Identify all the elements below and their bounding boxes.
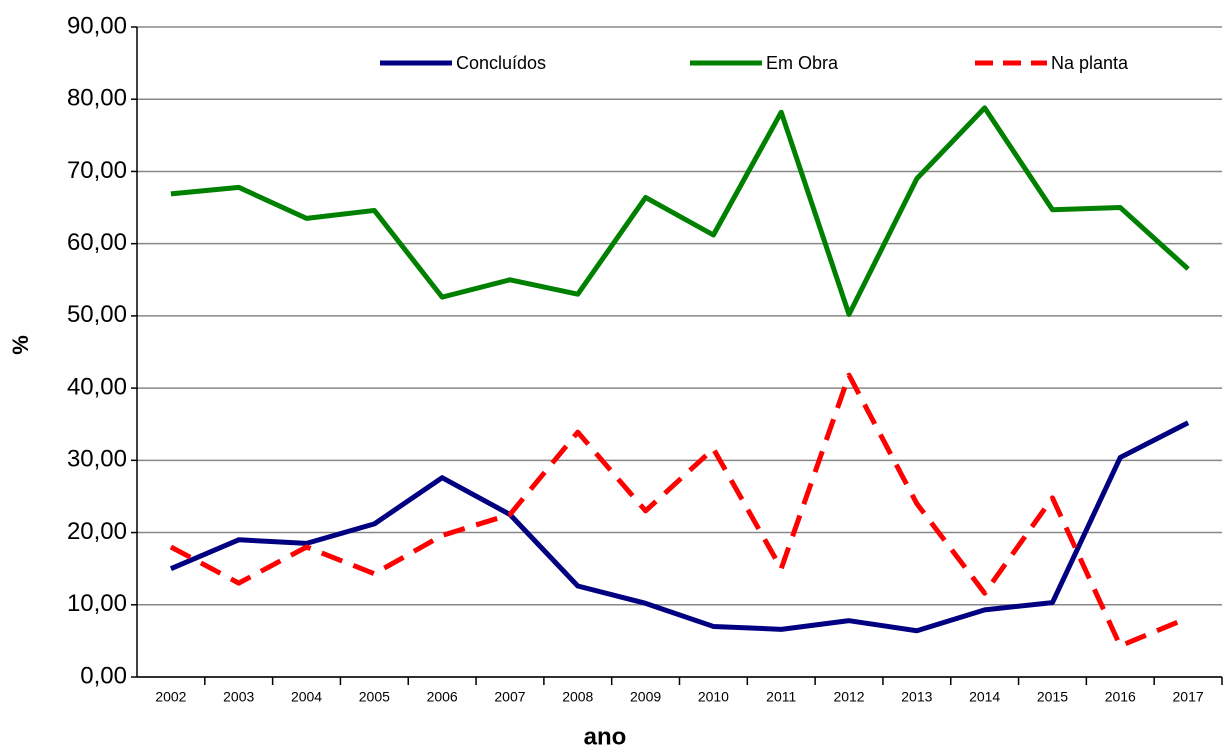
x-tick-label: 2017 <box>1173 689 1204 705</box>
x-tick-label: 2003 <box>223 689 254 705</box>
legend-label: Em Obra <box>766 53 839 73</box>
x-tick-label: 2011 <box>766 689 796 705</box>
y-tick-label: 40,00 <box>67 373 127 400</box>
x-tick-label: 2009 <box>630 689 661 705</box>
x-tick-label: 2014 <box>969 689 1000 705</box>
y-tick-label: 90,00 <box>67 12 127 39</box>
y-tick-label: 50,00 <box>67 301 127 328</box>
y-axis-label: % <box>8 335 33 355</box>
x-tick-label: 2013 <box>901 689 932 705</box>
x-tick-label: 2004 <box>291 689 322 705</box>
legend-label: Na planta <box>1051 53 1129 73</box>
x-tick-label: 2015 <box>1037 689 1068 705</box>
x-tick-label: 2007 <box>494 689 525 705</box>
series-line <box>169 420 1190 634</box>
y-tick-label: 20,00 <box>67 518 127 545</box>
x-tick-label: 2012 <box>833 689 864 705</box>
y-tick-label: 80,00 <box>67 85 127 112</box>
x-tick-label: 2010 <box>698 689 729 705</box>
x-tick-label: 2005 <box>359 689 390 705</box>
y-tick-label: 10,00 <box>67 590 127 617</box>
x-tick-label: 2016 <box>1105 689 1136 705</box>
y-tick-label: 60,00 <box>67 229 127 256</box>
x-tick-label: 2006 <box>427 689 458 705</box>
y-tick-label: 0,00 <box>80 662 127 689</box>
y-tick-label: 30,00 <box>67 446 127 473</box>
x-axis-label: ano <box>584 723 627 750</box>
y-tick-label: 70,00 <box>67 157 127 184</box>
x-tick-label: 2008 <box>562 689 593 705</box>
series-line <box>169 372 1190 649</box>
series-line <box>170 105 1190 317</box>
x-tick-label: 2002 <box>155 689 186 705</box>
legend-label: Concluídos <box>456 53 546 73</box>
